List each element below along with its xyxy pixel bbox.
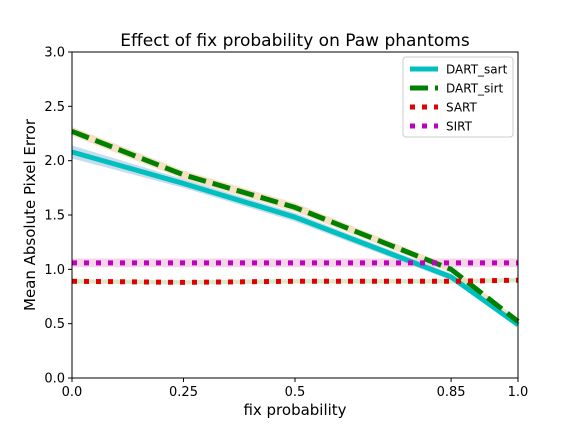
- legend-label-sirt: SIRT: [446, 120, 473, 134]
- legend: DART_sart DART_sirt SART SIRT: [402, 56, 514, 138]
- series-line-sart: [71, 277, 519, 285]
- y-tick-label: 0.5: [44, 317, 65, 332]
- y-tick-label: 2.5: [44, 100, 65, 115]
- x-tick-label: 1.0: [508, 385, 529, 400]
- y-axis-ticks: 0.0 0.5 1.0 1.5 2.0 2.5 3.0: [44, 46, 72, 387]
- x-axis-ticks: 0.0 0.25 0.5 0.85 1.0: [62, 378, 529, 400]
- band-dart-sirt: [72, 126, 518, 324]
- confidence-bands: [72, 126, 518, 327]
- legend-label-dart-sart: DART_sart: [446, 63, 508, 77]
- series-line-dart-sirt: [71, 128, 520, 324]
- x-tick-label: 0.5: [285, 385, 306, 400]
- legend-label-sart: SART: [446, 101, 478, 115]
- chart-title: Effect of fix probability on Paw phantom…: [120, 31, 470, 51]
- series-line-dart-sart: [71, 149, 520, 327]
- y-tick-label: 1.0: [44, 263, 65, 278]
- x-tick-label: 0.85: [437, 385, 466, 400]
- series-lines: [71, 128, 520, 327]
- y-axis-label: Mean Absolute Pixel Error: [21, 118, 39, 311]
- y-tick-label: 0.0: [44, 372, 65, 387]
- x-tick-label: 0.25: [169, 385, 198, 400]
- legend-frame: [402, 56, 514, 138]
- x-tick-label: 0.0: [62, 385, 83, 400]
- legend-label-dart-sirt: DART_sirt: [446, 82, 504, 96]
- x-axis-label: fix probability: [243, 401, 346, 419]
- band-sirt: [72, 258, 518, 268]
- y-tick-label: 2.0: [44, 154, 65, 169]
- y-tick-label: 1.5: [44, 209, 65, 224]
- y-tick-label: 3.0: [44, 46, 65, 61]
